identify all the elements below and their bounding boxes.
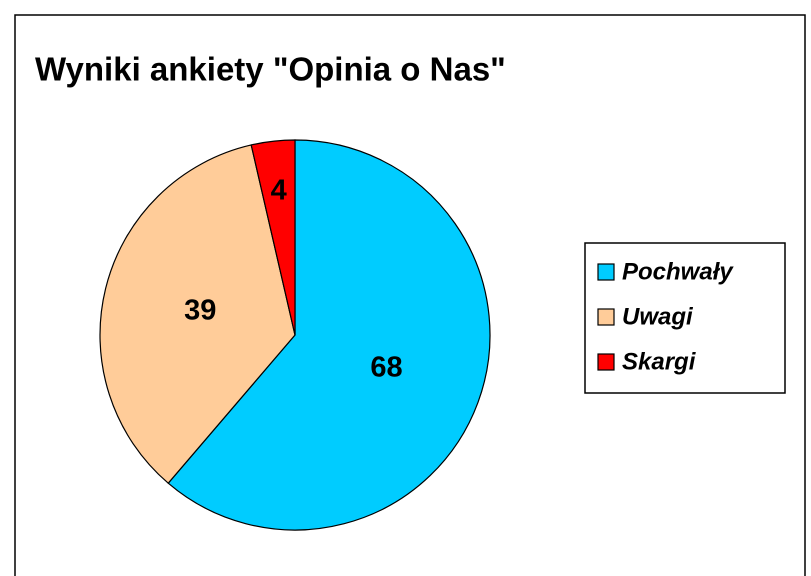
pie-slice <box>99 144 296 485</box>
legend-swatch <box>597 308 615 326</box>
pie-slice <box>250 139 296 336</box>
data-label: 68 <box>370 351 402 383</box>
chart-title: Wyniki ankiety "Opinia o Nas" <box>35 51 506 88</box>
legend-swatch <box>597 263 615 281</box>
data-label: 4 <box>271 174 287 206</box>
legend-swatch <box>597 353 615 371</box>
legend-label: Skargi <box>622 348 697 375</box>
legend-label: Uwagi <box>622 303 694 330</box>
legend-label: Pochwały <box>622 258 734 285</box>
pie-slice <box>167 139 491 531</box>
data-label: 39 <box>184 294 216 326</box>
legend <box>584 242 786 394</box>
